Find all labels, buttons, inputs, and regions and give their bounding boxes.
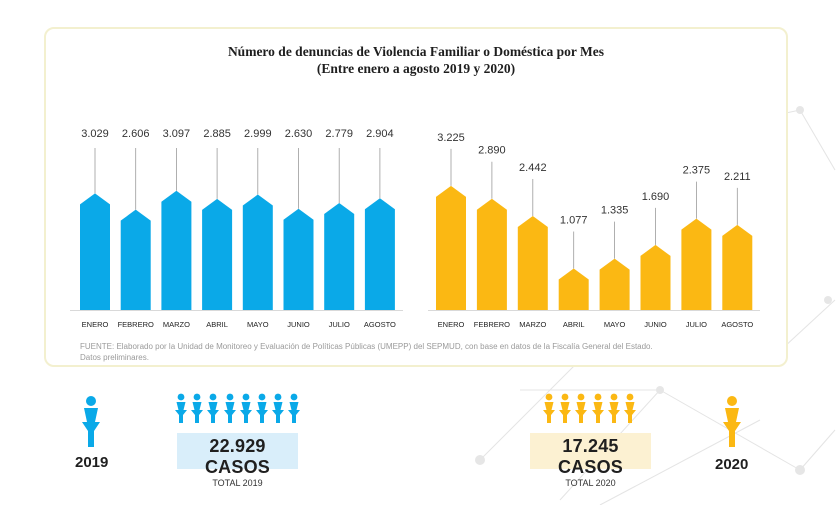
chart-2020: 3.225 ENERO 2.890 FEBRERO 2.442 MARZO 1.077 ABR… — [428, 132, 760, 329]
woman-icon — [239, 393, 252, 423]
bar-2020-agosto — [722, 224, 753, 310]
tick-label-2019-abril: ABRIL — [206, 320, 228, 329]
tick-label-2020-julio: JULIO — [686, 320, 707, 329]
year-2020: 2020 — [715, 456, 749, 473]
woman-icon — [255, 393, 268, 423]
data-label-2019-marzo: 3.097 — [163, 128, 191, 140]
woman-icon — [591, 393, 604, 423]
bar-2020-abril — [558, 268, 589, 310]
totals-box-2019: 22.929 CASOS TOTAL 2019 — [177, 433, 298, 488]
total-label-2019: TOTAL 2019 — [212, 478, 263, 488]
chart-title: Número de denuncias de Violencia Familia… — [227, 44, 605, 59]
bar-2019-mayo — [242, 194, 273, 310]
woman-icon — [623, 393, 636, 423]
tick-label-2020-enero: ENERO — [438, 320, 465, 329]
total-label-2020: TOTAL 2020 — [565, 478, 616, 488]
total-cases-2020: 17.245 CASOS — [557, 436, 623, 477]
source-note-preliminary: Datos preliminares. — [80, 353, 149, 362]
data-label-2019-julio: 2.779 — [325, 128, 353, 140]
woman-icon — [223, 393, 236, 423]
bar-2019-enero — [80, 193, 110, 310]
tick-label-2019-febrero: FEBRERO — [118, 320, 154, 329]
bar-2019-marzo — [161, 190, 192, 310]
people-row-2020 — [542, 393, 639, 428]
bar-2020-marzo — [517, 215, 548, 310]
tick-label-2019-mayo: MAYO — [247, 320, 269, 329]
totals-box-2020: 17.245 CASOS TOTAL 2020 — [530, 433, 651, 488]
tick-label-2020-mayo: MAYO — [604, 320, 626, 329]
tick-label-2019-marzo: MARZO — [163, 320, 190, 329]
tick-label-2020-febrero: FEBRERO — [474, 320, 510, 329]
source-note: FUENTE: Elaborado por la Unidad de Monit… — [80, 342, 653, 351]
data-label-2020-abril: 1.077 — [560, 215, 588, 227]
data-label-2020-enero: 3.225 — [437, 132, 465, 144]
data-label-2020-marzo: 2.442 — [519, 162, 547, 174]
bar-2020-mayo — [599, 258, 630, 310]
woman-icon — [175, 393, 187, 423]
data-label-2020-mayo: 1.335 — [601, 205, 629, 217]
woman-icon — [559, 393, 572, 423]
tick-label-2019-julio: JULIO — [329, 320, 350, 329]
tick-label-2020-agosto: AGOSTO — [721, 320, 753, 329]
tick-label-2019-junio: JUNIO — [287, 320, 310, 329]
bar-2020-junio — [640, 244, 671, 310]
woman-icon — [607, 393, 620, 423]
chart-subtitle: (Entre enero a agosto 2019 y 2020) — [316, 61, 516, 76]
data-label-2019-enero: 3.029 — [81, 128, 109, 140]
woman-icon — [288, 393, 301, 423]
chart-2019: 3.029 ENERO 2.606 FEBRERO 3.097 MARZO 2.885 ABR… — [70, 128, 403, 329]
data-label-2020-junio: 1.690 — [642, 191, 670, 203]
woman-icon-large-2020 — [723, 396, 741, 447]
bar-2019-agosto — [364, 198, 395, 310]
data-label-2020-agosto: 2.211 — [724, 171, 751, 183]
tick-label-2020-junio: JUNIO — [644, 320, 667, 329]
bar-2019-julio — [324, 203, 355, 310]
data-label-2019-abril: 2.885 — [203, 128, 231, 140]
woman-icon-large-2019 — [82, 396, 100, 447]
woman-icon — [575, 393, 588, 423]
bar-2019-junio — [283, 208, 314, 310]
tick-label-2019-agosto: AGOSTO — [364, 320, 396, 329]
bar-2020-julio — [681, 218, 712, 310]
bar-2019-febrero — [120, 209, 151, 310]
bar-2019-abril — [202, 198, 233, 310]
data-label-2019-febrero: 2.606 — [122, 128, 150, 140]
data-label-2020-julio: 2.375 — [683, 165, 711, 177]
tick-label-2019-enero: ENERO — [82, 320, 109, 329]
total-cases-2019: 22.929 CASOS — [204, 436, 270, 477]
woman-icon — [191, 393, 204, 423]
tick-label-2020-marzo: MARZO — [519, 320, 546, 329]
data-label-2019-agosto: 2.904 — [366, 128, 394, 140]
data-label-2019-mayo: 2.999 — [244, 128, 272, 140]
bar-2020-febrero — [476, 198, 507, 310]
people-row-2019 — [174, 393, 304, 428]
woman-icon — [207, 393, 220, 423]
tick-label-2020-abril: ABRIL — [563, 320, 585, 329]
woman-icon — [543, 393, 555, 423]
year-2019: 2019 — [75, 454, 109, 471]
data-label-2019-junio: 2.630 — [285, 128, 313, 140]
data-label-2020-febrero: 2.890 — [478, 145, 506, 157]
woman-icon — [272, 393, 285, 423]
bar-2020-enero — [436, 185, 466, 310]
